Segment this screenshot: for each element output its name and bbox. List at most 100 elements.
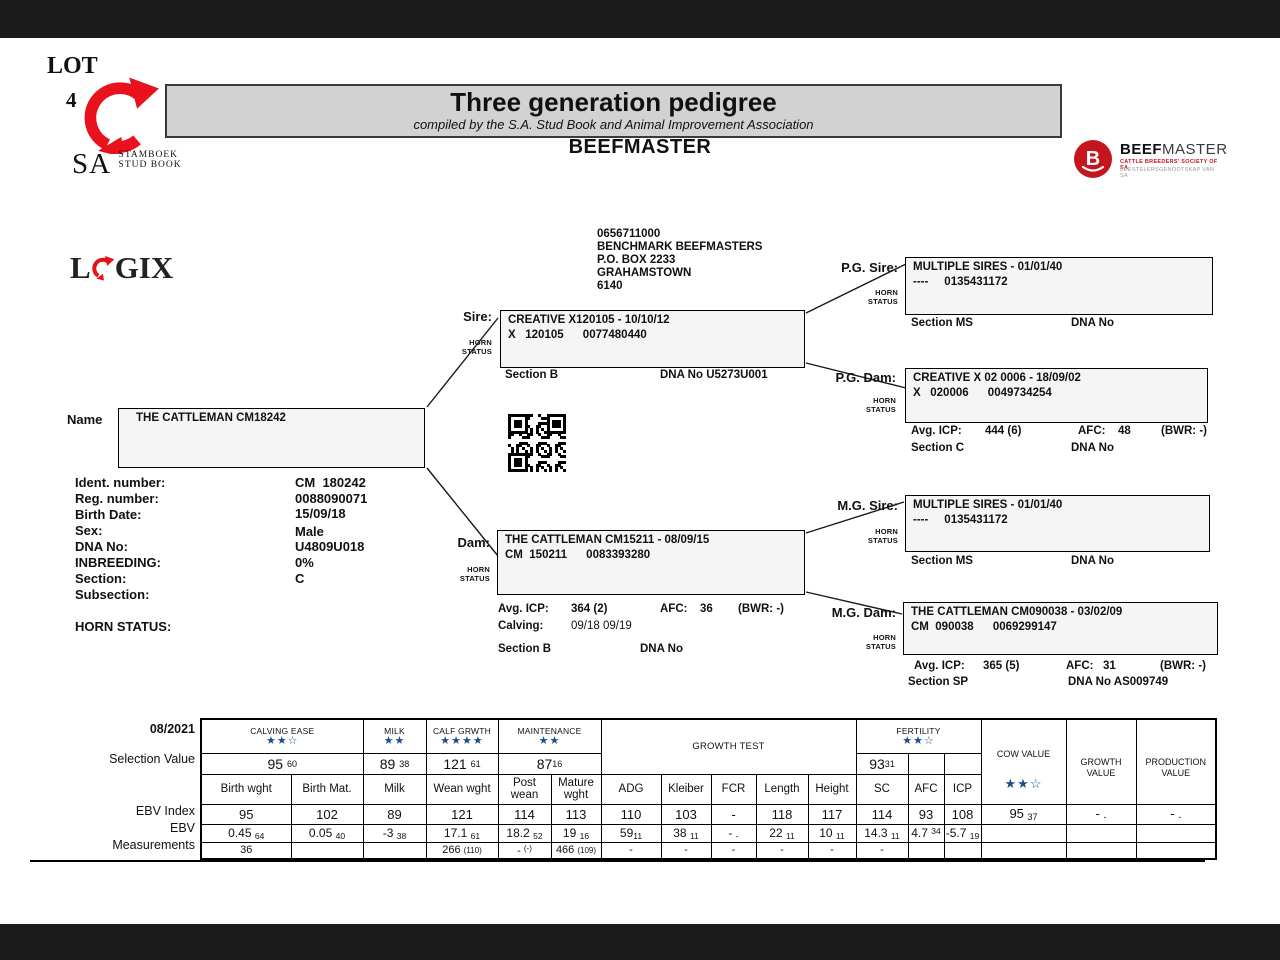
- pg-dam-avg-icp: 444 (6): [985, 425, 1022, 437]
- calving-ease-stars: ★★☆: [265, 734, 299, 747]
- selection-icp-empty: [943, 752, 982, 775]
- measurement-cell: [290, 841, 364, 860]
- studbook-text: STAMBOEK STUD BOOK: [118, 150, 182, 170]
- cow-value-stars: ★★☆: [1004, 775, 1043, 791]
- mg-dam-box: THE CATTLEMAN CM090038 - 03/02/09 CM 090…: [903, 602, 1218, 655]
- group-growth-value: GROWTH VALUE: [1065, 718, 1137, 805]
- mg-dam-name: THE CATTLEMAN CM090038 - 03/02/09: [911, 606, 1123, 618]
- ebv-cell: 19 16: [550, 823, 602, 843]
- group-maintenance: MAINTENANCE ★★: [497, 718, 602, 754]
- ebv-index-cell: 114: [497, 803, 552, 825]
- col-header: SC: [855, 773, 909, 805]
- bottom-black-bar: [0, 924, 1280, 960]
- sire-name: CREATIVE X120105 - 10/10/12: [508, 314, 670, 326]
- dam-name: THE CATTLEMAN CM15211 - 08/09/15: [505, 534, 710, 546]
- ebv-index-cell: -: [710, 803, 757, 825]
- animal-horn-status-label: HORN STATUS:: [75, 619, 172, 634]
- ebv-cell: 10 11: [807, 823, 857, 843]
- top-black-bar: [0, 0, 1280, 38]
- pg-sire-dna: DNA No: [1071, 317, 1115, 329]
- sire-dna: DNA No U5273U001: [660, 369, 768, 381]
- measurement-cell: 466 (109): [550, 841, 602, 860]
- ebv-index-production-value: - -: [1135, 803, 1217, 825]
- logix-logo: L GIX: [70, 250, 174, 285]
- col-header: ADG: [600, 773, 662, 805]
- mg-sire-section: Section MS: [911, 555, 973, 567]
- pg-dam-ids: X 020006 0049734254: [913, 387, 1052, 399]
- field-value-sex: Male: [295, 524, 324, 539]
- mg-dam-afc-label: AFC:: [1066, 660, 1094, 672]
- selection-afc-empty: [907, 752, 945, 775]
- pg-dam-label: P.G. Dam:: [835, 370, 896, 385]
- measurement-cell: -: [855, 841, 909, 860]
- pg-sire-name: MULTIPLE SIRES - 01/01/40: [913, 261, 1063, 273]
- maintenance-stars: ★★: [538, 734, 561, 747]
- field-label-section: Section:: [75, 571, 127, 586]
- title-box: Three generation pedigree compiled by th…: [165, 84, 1062, 138]
- mg-dam-avg-icp-label: Avg. ICP:: [914, 660, 965, 672]
- ebv-cell: 18.2 52: [497, 823, 552, 843]
- field-value-birthdate: 15/09/18: [295, 506, 346, 521]
- ebv-cell: 0.45 64: [200, 823, 292, 843]
- ebv-index-cell: 93: [907, 803, 945, 825]
- lot-label: LOT: [47, 53, 98, 79]
- ebv-index-cell: 95: [200, 803, 292, 825]
- ebv-cow-empty: [980, 823, 1067, 843]
- sa-studbook-logo-text: SA STAMBOEK STUD BOOK: [72, 148, 182, 181]
- sa-text: SA: [72, 148, 112, 180]
- circular-arrows-icon: [84, 77, 159, 158]
- ebv-cell: 4.7 34: [907, 823, 945, 843]
- qr-code: [508, 414, 567, 473]
- measurement-cell: [907, 841, 945, 860]
- table-date-label: 08/2021: [149, 722, 195, 736]
- col-header: Birth wght: [200, 773, 292, 805]
- ebv-index-cell: 114: [855, 803, 909, 825]
- ebv-production-empty: [1135, 823, 1217, 843]
- beefmaster-logo: B BEEFMASTER CATTLE BREEDERS' SOCIETY OF…: [1072, 138, 1227, 184]
- dam-avg-icp-label: Avg. ICP:: [498, 603, 549, 615]
- logix-o-icon: [91, 255, 115, 281]
- selection-fertility: 9331: [855, 752, 909, 775]
- ebv-table: CALVING EASE ★★☆ MILK ★★ CALF GRWTH ★★★★ MA…: [200, 718, 1217, 860]
- pg-dam-afc-label: AFC:: [1078, 425, 1106, 437]
- group-production-value: PRODUCTION VALUE: [1135, 718, 1217, 805]
- group-growth-test: GROWTH TEST: [600, 718, 857, 775]
- row-label-ebv: EBV: [169, 821, 195, 835]
- measurement-cell: -: [755, 841, 809, 860]
- col-header: Length: [755, 773, 809, 805]
- ebv-index-cell: 113: [550, 803, 602, 825]
- sire-label: Sire:: [463, 309, 492, 324]
- group-fertility: FERTILITY ★★☆: [855, 718, 982, 754]
- measurement-cell: [943, 841, 982, 860]
- pg-dam-horn-status: HORN STATUS: [865, 396, 896, 414]
- field-label-reg: Reg. number:: [75, 491, 159, 506]
- ebv-cell: 38 11: [660, 823, 712, 843]
- ebv-cell: 5911: [600, 823, 662, 843]
- selection-calving-ease: 95 60: [200, 752, 364, 775]
- animal-name: THE CATTLEMAN CM18242: [136, 412, 286, 424]
- beefmaster-logo-sub1: CATTLE BREEDERS' SOCIETY OF SA: [1120, 159, 1218, 171]
- ebv-index-cell: 89: [362, 803, 427, 825]
- mg-dam-label: M.G. Dam:: [831, 605, 896, 620]
- pg-dam-name: CREATIVE X 02 0006 - 18/09/02: [913, 372, 1081, 384]
- ebv-cell: - -: [710, 823, 757, 843]
- field-label-ident: Ident. number:: [75, 475, 166, 490]
- row-label-ebv-index: EBV Index: [135, 804, 195, 818]
- measurement-cell: 266 (110): [425, 841, 499, 860]
- fertility-stars: ★★☆: [902, 734, 935, 747]
- ebv-index-cell: 108: [943, 803, 982, 825]
- dam-box: THE CATTLEMAN CM15211 - 08/09/15 CM 1502…: [497, 530, 805, 595]
- ebv-index-cell: 103: [660, 803, 712, 825]
- group-calving-ease: CALVING EASE ★★☆: [200, 718, 364, 754]
- field-value-inbreeding: 0%: [295, 555, 314, 570]
- mg-sire-name: MULTIPLE SIRES - 01/01/40: [913, 499, 1063, 511]
- field-value-ident: CM 180242: [295, 475, 366, 490]
- mg-sire-horn-status: HORN STATUS: [867, 527, 898, 545]
- col-header: ICP: [943, 773, 982, 805]
- ebv-growth-empty: [1065, 823, 1137, 843]
- group-milk: MILK ★★: [362, 718, 427, 754]
- pg-dam-box: CREATIVE X 02 0006 - 18/09/02 X 020006 0…: [905, 368, 1208, 423]
- dam-avg-icp: 364 (2): [571, 603, 608, 615]
- col-header: Kleiber: [660, 773, 712, 805]
- measurement-cell: -: [807, 841, 857, 860]
